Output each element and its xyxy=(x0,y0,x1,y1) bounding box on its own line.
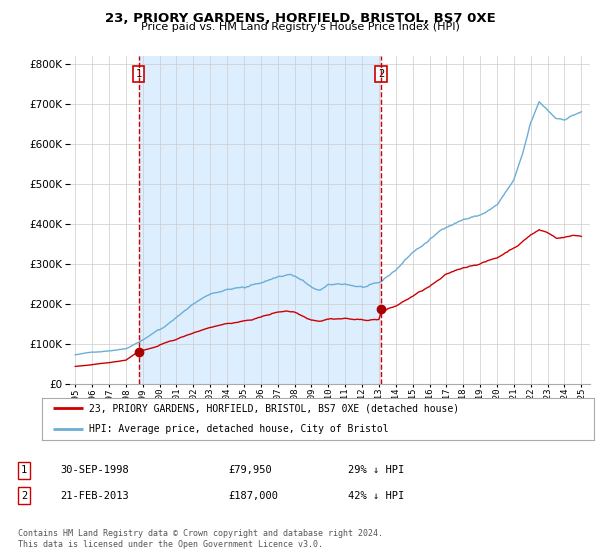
Text: 2: 2 xyxy=(378,69,384,79)
Text: 23, PRIORY GARDENS, HORFIELD, BRISTOL, BS7 0XE: 23, PRIORY GARDENS, HORFIELD, BRISTOL, B… xyxy=(104,12,496,25)
Text: £79,950: £79,950 xyxy=(228,465,272,475)
Text: 23, PRIORY GARDENS, HORFIELD, BRISTOL, BS7 0XE (detached house): 23, PRIORY GARDENS, HORFIELD, BRISTOL, B… xyxy=(89,403,459,413)
Text: 1: 1 xyxy=(21,465,27,475)
Bar xyxy=(139,56,381,384)
Text: £187,000: £187,000 xyxy=(228,491,278,501)
Text: 29% ↓ HPI: 29% ↓ HPI xyxy=(348,465,404,475)
Text: 2: 2 xyxy=(21,491,27,501)
Text: Price paid vs. HM Land Registry's House Price Index (HPI): Price paid vs. HM Land Registry's House … xyxy=(140,22,460,32)
Text: 1: 1 xyxy=(136,69,142,79)
Text: 30-SEP-1998: 30-SEP-1998 xyxy=(60,465,129,475)
Text: 42% ↓ HPI: 42% ↓ HPI xyxy=(348,491,404,501)
Text: 21-FEB-2013: 21-FEB-2013 xyxy=(60,491,129,501)
Text: Contains HM Land Registry data © Crown copyright and database right 2024.
This d: Contains HM Land Registry data © Crown c… xyxy=(18,529,383,549)
Text: HPI: Average price, detached house, City of Bristol: HPI: Average price, detached house, City… xyxy=(89,424,389,434)
